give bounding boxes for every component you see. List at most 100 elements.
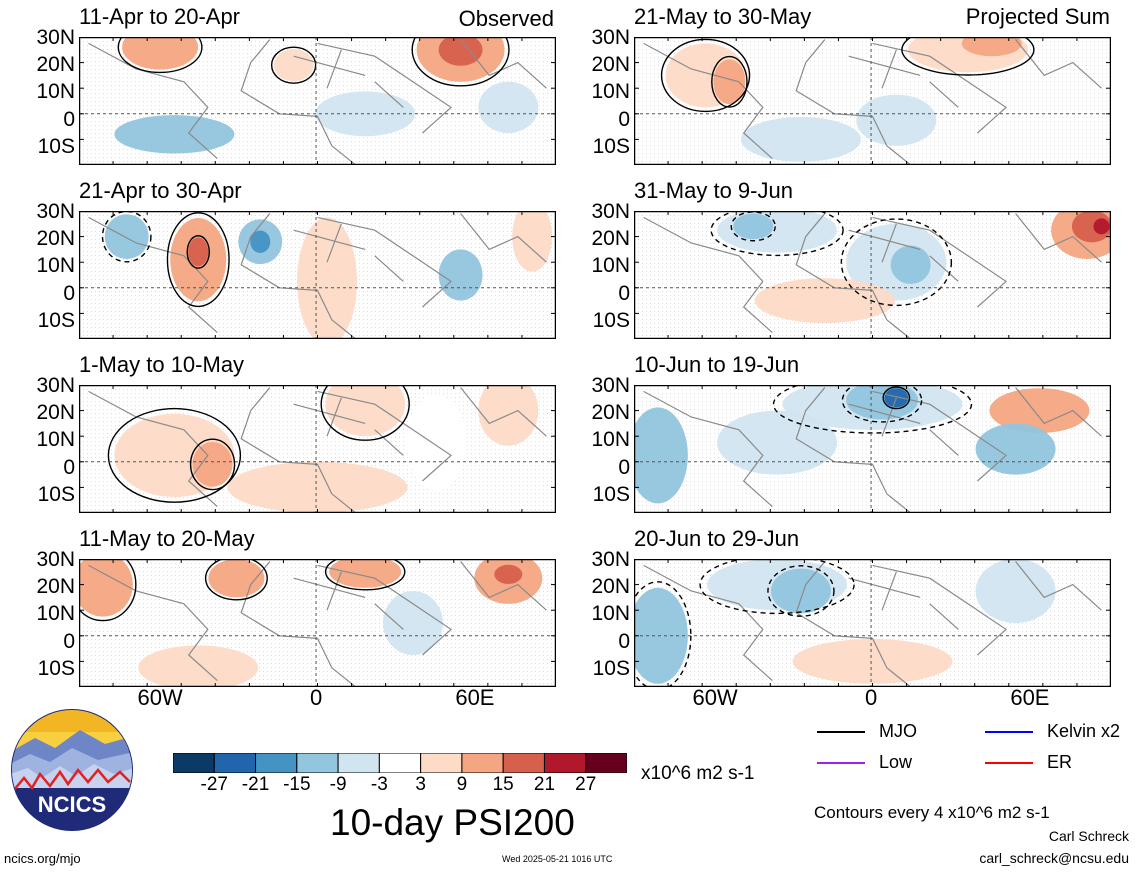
colorbar-tick-label: 21 [533,774,556,795]
latitude-label: 0 [618,281,630,305]
colorbar-swatch [585,753,627,773]
latitude-label: 0 [618,629,630,653]
latitude-label: 10S [592,656,630,680]
colorbar-swatch [213,753,257,773]
colorbar-tick-label: -3 [370,774,388,795]
latitude-label: 20N [36,575,75,599]
latitude-label: 10N [36,254,75,278]
colorbar-swatch [337,753,380,773]
map-panels: 11-Apr to 20-Apr 30N 20N 10N 0 10S 21-Apr to 3… [36,4,1111,709]
latitude-label: 10S [37,482,75,506]
latitude-label: 10N [36,428,75,452]
colorbar-tick-label: 27 [575,774,597,795]
author-email: carl_schreck@ncsu.edu [979,850,1129,866]
colorbar-swatch [173,753,215,773]
timestamp: Wed 2025-05-21 1016 UTC [502,854,613,864]
legend-line [817,762,865,764]
map-panel [79,385,556,513]
latitude-label: 0 [63,455,75,479]
map-panel [79,37,556,165]
longitude-label: 60W [137,685,183,710]
latitude-label: 20N [591,575,630,599]
colorbar-swatch [543,753,587,773]
latitude-label: 0 [63,107,75,131]
latitude-label: 10S [592,134,630,158]
latitude-label: 0 [63,281,75,305]
legend-line [985,731,1033,733]
colorbar-units: x10^6 m2 s-1 [641,763,755,784]
colorbar-tick-label: -9 [329,774,347,795]
map-panel [634,385,1111,513]
latitude-label: 10S [37,308,75,332]
panel-title: 10-Jun to 19-Jun [634,352,800,377]
colorbar-tick-label: 3 [415,774,426,795]
legend-label: ER [1047,752,1073,772]
colorbar-tick-label: 15 [492,774,514,795]
contour-interval-note: Contours every 4 x10^6 m2 s-1 [814,803,1050,822]
colorbar [173,753,627,773]
latitude-label: 10N [591,254,630,278]
colorbar-tick-label: -15 [283,774,311,795]
colorbar-tick-label: -21 [241,774,270,795]
colorbar-swatch [296,753,339,773]
figure-title: 10-day PSI200 [330,802,575,843]
colorbar-swatch [255,753,298,773]
legend-line [985,762,1033,764]
latitude-label: 20N [591,401,630,425]
latitude-label: 10N [36,80,75,104]
ncics-logo: NCICS [11,709,133,831]
projected-sum-label: Projected Sum [965,4,1110,29]
latitude-label: 20N [36,401,75,425]
panel-title: 21-May to 30-May [634,4,812,29]
longitude-label: 0 [309,685,323,710]
latitude-label: 0 [63,629,75,653]
legend-line [817,731,865,733]
map-panel [79,211,556,339]
latitude-label: 0 [618,107,630,131]
legend-label: MJO [879,721,917,741]
latitude-label: 20N [591,227,630,251]
panel-title: 31-May to 9-Jun [634,178,793,203]
latitude-label: 30N [591,26,630,49]
colorbar-tick-label: 9 [456,774,468,795]
colorbar-swatch [378,753,422,773]
latitude-label: 10S [592,308,630,332]
colorbar-swatch [461,753,504,773]
colorbar-swatch [420,753,463,773]
latitude-label: 30N [591,548,630,571]
latitude-label: 10N [591,602,630,626]
longitude-label: 60E [455,685,495,710]
latitude-label: 30N [36,200,75,223]
logo-text: NCICS [38,792,106,817]
latitude-label: 30N [36,26,75,49]
latitude-label: 10S [37,134,75,158]
panel-title: 21-Apr to 30-Apr [79,178,242,203]
map-panel [79,559,556,687]
latitude-label: 30N [591,200,630,223]
panel-title: 20-Jun to 29-Jun [634,526,800,551]
map-panel [634,559,1111,687]
legend-label: Kelvin x2 [1047,721,1121,741]
latitude-label: 10N [591,80,630,104]
map-panel [634,211,1111,339]
colorbar-swatch [502,753,545,773]
colorbar-tick-label: -27 [200,774,228,795]
map-panel [634,37,1111,165]
latitude-label: 10N [36,602,75,626]
panel-title: 11-May to 20-May [79,526,255,551]
latitude-label: 0 [618,455,630,479]
panel-title: 1-May to 10-May [79,352,245,377]
site-url: ncics.org/mjo [4,851,81,866]
latitude-label: 20N [36,53,75,77]
longitude-label: 60E [1010,685,1050,710]
latitude-label: 10S [37,656,75,680]
longitude-label: 0 [864,685,878,710]
latitude-label: 10N [591,428,630,452]
latitude-label: 30N [591,374,630,397]
panel-title: 11-Apr to 20-Apr [79,4,241,29]
legend-label: Low [879,752,913,772]
author: Carl Schreck [1048,828,1129,844]
longitude-label: 60W [692,685,738,710]
latitude-label: 30N [36,548,75,571]
observed-label: Observed [458,6,554,31]
